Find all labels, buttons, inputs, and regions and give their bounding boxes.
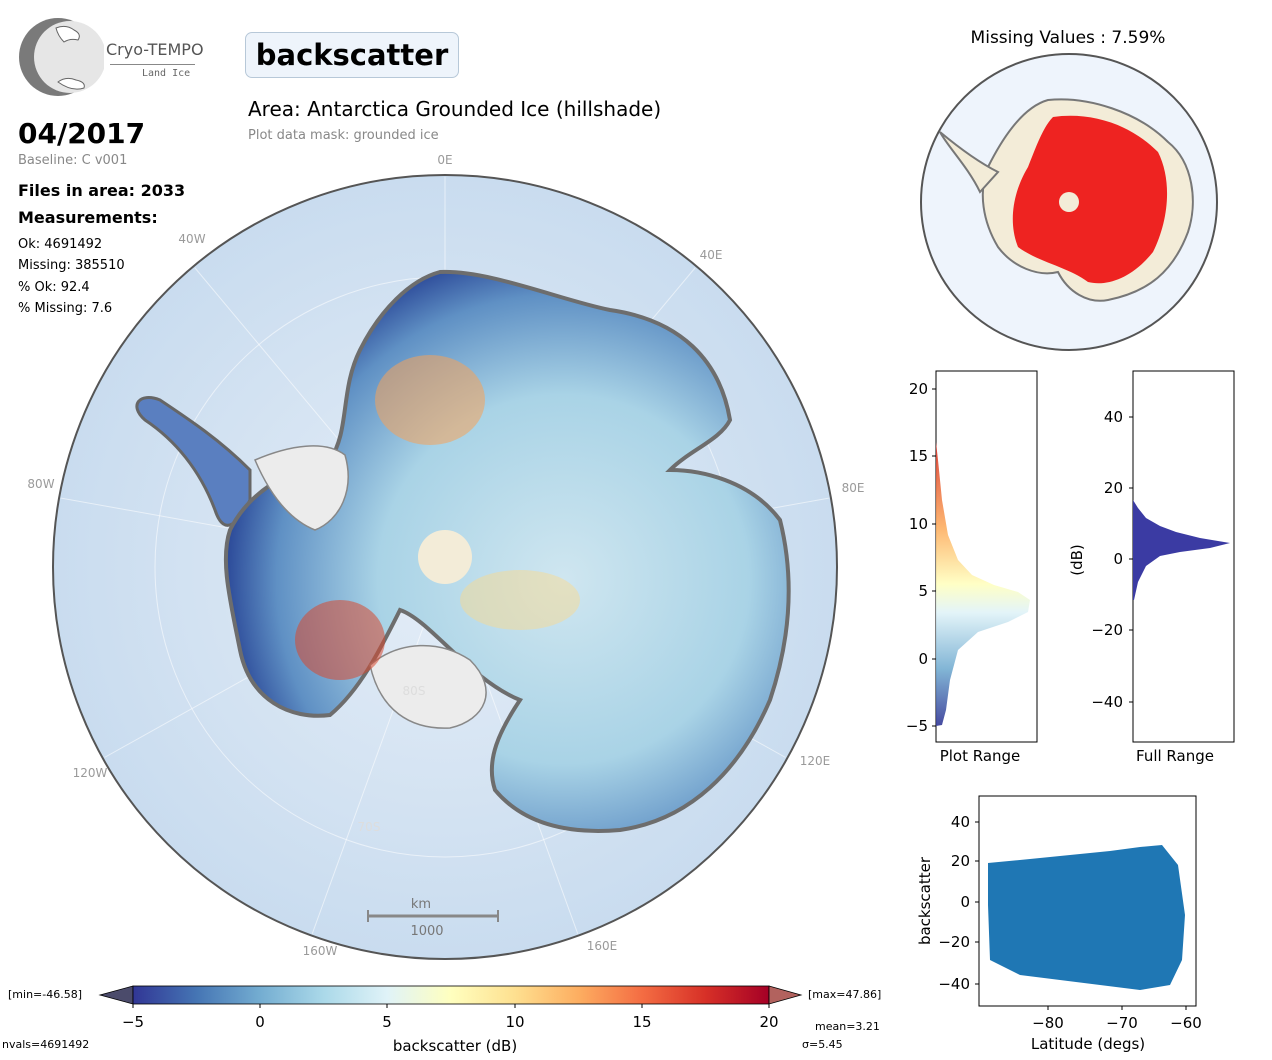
- full-range-histogram: 40 20 0 −20 −40 (dB) Full Range: [1068, 370, 1235, 765]
- ytick: 40: [951, 813, 970, 831]
- logo-divider: [110, 64, 195, 65]
- ytick: 0: [1113, 550, 1123, 568]
- logo-title: Cryo-TEMPO: [106, 40, 204, 59]
- mean-label: mean=3.21: [815, 1020, 880, 1033]
- area-title: Area: Antarctica Grounded Ice (hillshade…: [248, 97, 662, 121]
- latitude-labels: 80S 70S: [358, 684, 426, 834]
- xtick: −70: [1106, 1014, 1138, 1032]
- longitude-labels: 0E 40E 80E 120E 160E 160W 120W 80W 40W: [27, 153, 864, 958]
- colorbar-label: backscatter (dB): [392, 1037, 518, 1055]
- ytick: 5: [918, 582, 928, 600]
- ytick: 0: [918, 650, 928, 668]
- cb-tick: 0: [255, 1013, 265, 1031]
- ytick: −5: [906, 717, 928, 735]
- ytick: 20: [909, 380, 928, 398]
- sigma-label: σ=5.45: [802, 1038, 843, 1051]
- ronne-ice-shelf: [254, 445, 349, 531]
- full-hist-xlabel: Full Range: [1136, 747, 1214, 765]
- mid-backscatter-region: [460, 570, 580, 630]
- mask-note: Plot data mask: grounded ice: [248, 128, 439, 143]
- latitude-scatter: 40 20 0 −20 −40 −80 −70 −60 backscatter …: [916, 795, 1202, 1053]
- ytick: 15: [909, 447, 928, 465]
- plot-hist-xlabel: Plot Range: [940, 747, 1021, 765]
- ytick: 20: [951, 852, 970, 870]
- ytick: −40: [1091, 693, 1123, 711]
- ross-ice-shelf: [369, 644, 487, 729]
- lon-label: 160E: [587, 939, 618, 953]
- full-hist-yticks: 40 20 0 −20 −40: [1091, 408, 1123, 711]
- xtick: −60: [1170, 1014, 1202, 1032]
- plot-range-histogram: 20 15 10 5 0 −5 Plot Range: [906, 370, 1038, 765]
- files-count: Files in area: 2033: [18, 181, 186, 200]
- ytick: 40: [1104, 408, 1123, 426]
- main-map: 0E 40E 80E 120E 160E 160W 120W 80W 40W 8…: [27, 153, 864, 960]
- ytick: −20: [938, 933, 970, 951]
- ok-count: Ok: 4691492: [18, 237, 103, 252]
- cryo-tempo-logo: [19, 18, 104, 96]
- cb-tick: 5: [382, 1013, 392, 1031]
- high-backscatter-region: [375, 355, 485, 445]
- cb-tick: 20: [759, 1013, 778, 1031]
- pct-missing: % Missing: 7.6: [18, 301, 113, 316]
- antarctica-grounded-ice: [223, 269, 791, 833]
- lat-label: 80S: [403, 684, 426, 698]
- colorbar-min: [min=-46.58]: [8, 988, 83, 1001]
- scatter-points: [988, 845, 1185, 990]
- cb-tick: 10: [505, 1013, 524, 1031]
- nvals-label: nvals=4691492: [2, 1038, 90, 1051]
- lon-label: 160W: [303, 944, 338, 958]
- cb-tick: −5: [122, 1013, 144, 1031]
- lon-label: 120E: [800, 754, 831, 768]
- missing-values-title: Missing Values : 7.59%: [970, 28, 1166, 48]
- full-hist-bars: [1133, 500, 1230, 600]
- colorbar: −5 0 5 10 15 20: [98, 985, 803, 1031]
- lon-label: 40E: [700, 248, 723, 262]
- lon-label: 0E: [437, 153, 452, 167]
- date-label: 04/2017: [18, 117, 146, 150]
- lon-label: 80W: [27, 477, 54, 491]
- logo-subtitle: Land Ice: [142, 68, 191, 79]
- ytick: 10: [909, 515, 928, 533]
- scatter-ylabel: backscatter: [916, 856, 934, 945]
- peninsula: [135, 396, 252, 527]
- lon-label: 40W: [178, 232, 205, 246]
- scatter-xlabel: Latitude (degs): [1031, 1035, 1145, 1053]
- parameter-title: backscatter: [245, 32, 459, 78]
- xtick: −80: [1032, 1014, 1064, 1032]
- ytick: −20: [1091, 621, 1123, 639]
- baseline-label: Baseline: C v001: [18, 153, 128, 168]
- scale-bar: km 1000: [367, 897, 499, 939]
- high-backscatter-region: [295, 600, 385, 680]
- scatter-yticks: 40 20 0 −20 −40: [938, 813, 970, 993]
- full-hist-ylabel: (dB): [1068, 544, 1086, 576]
- lon-label: 80E: [842, 481, 865, 495]
- missing-count: Missing: 385510: [18, 258, 125, 273]
- scale-value: 1000: [410, 924, 443, 939]
- ytick: 0: [960, 893, 970, 911]
- cb-tick: 15: [632, 1013, 651, 1031]
- ytick: 20: [1104, 479, 1123, 497]
- measurements-heading: Measurements:: [18, 208, 158, 227]
- ytick: −40: [938, 975, 970, 993]
- scale-unit: km: [411, 897, 431, 912]
- pct-ok: % Ok: 92.4: [18, 280, 90, 295]
- missing-values-map: [920, 53, 1218, 351]
- pole-hole: [418, 530, 472, 584]
- plot-hist-yticks: 20 15 10 5 0 −5: [906, 380, 928, 735]
- lon-label: 120W: [73, 766, 108, 780]
- lat-label: 70S: [358, 820, 381, 834]
- colorbar-max: [max=47.86]: [808, 988, 882, 1001]
- scatter-xticks: −80 −70 −60: [1032, 1014, 1202, 1032]
- colorbar-ticks: −5 0 5 10 15 20: [122, 1013, 779, 1031]
